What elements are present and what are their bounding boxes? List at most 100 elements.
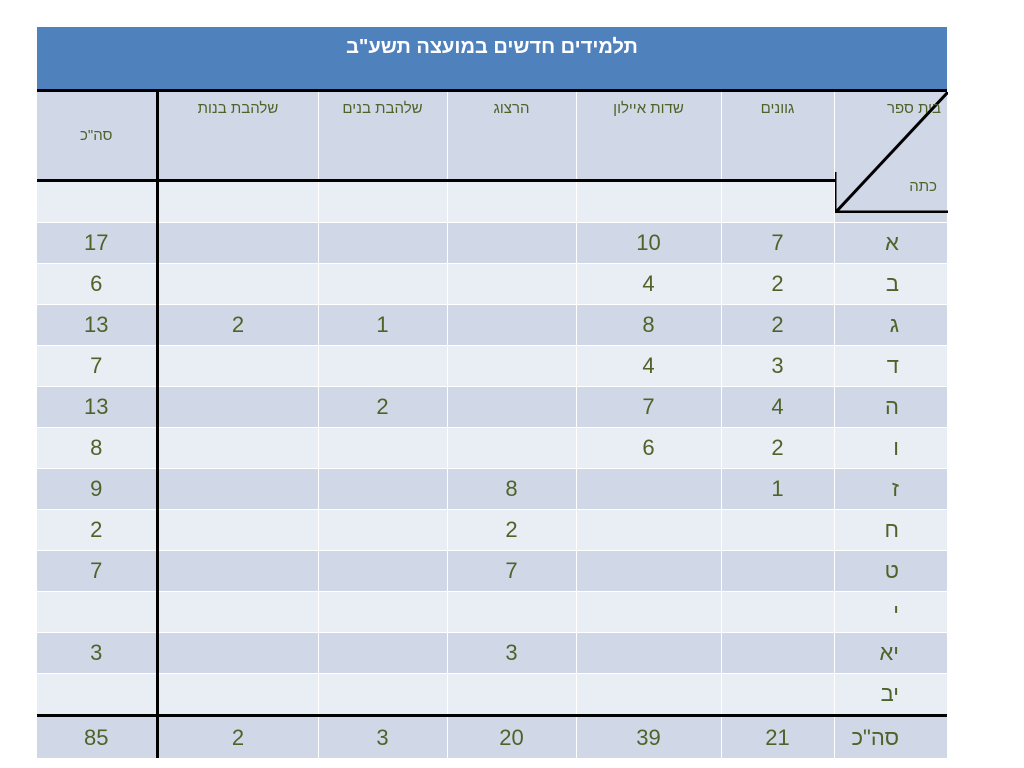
school-count-cell: 2 [446,509,576,551]
school-count-cell [446,427,576,469]
school-count-cell [156,591,318,633]
table-row: 7 7 ט [37,550,947,592]
school-count-cell [317,550,447,592]
blank-cell [156,180,318,223]
school-count-cell [720,632,834,674]
school-count-cell: 1 [317,304,447,346]
school-count-cell [156,345,318,387]
school-count-cell: 2 [720,263,834,305]
school-count-cell [317,427,447,469]
header-school-1: שלהבת בנות [156,90,318,181]
grade-cell: ח [833,509,947,551]
corner-grade-label: כתה [909,178,937,195]
school-count-cell: 3 [720,345,834,387]
school-count-cell [156,550,318,592]
school-count-cell: 4 [720,386,834,428]
school-total-cell: 20 [446,714,576,758]
school-count-cell [720,550,834,592]
school-count-cell [156,673,318,716]
row-total-cell: 17 [37,222,159,264]
school-count-cell [575,591,721,633]
school-count-cell [317,591,447,633]
school-count-cell: 10 [575,222,721,264]
school-count-cell [446,304,576,346]
school-count-cell [575,509,721,551]
grade-cell: יא [833,632,947,674]
school-total-cell: 2 [156,714,318,758]
school-count-cell [575,632,721,674]
school-count-cell: 4 [575,263,721,305]
school-count-cell [446,222,576,264]
school-count-cell [317,468,447,510]
header-total: סה"כ [37,90,159,181]
row-total-cell: 6 [37,263,159,305]
row-total-cell: 8 [37,427,159,469]
row-total-cell [37,673,159,716]
header-school-4: שדות איילון [575,90,721,181]
summary-row: 85 2 3 20 39 21 סה"כ [37,714,947,758]
school-count-cell: 7 [446,550,576,592]
row-total-cell: 7 [37,550,159,592]
grade-cell: ב [833,263,947,305]
table-row: 13 2 1 8 2 ג [37,304,947,346]
row-total-cell: 7 [37,345,159,387]
school-count-cell [317,345,447,387]
school-count-cell: 2 [720,427,834,469]
school-count-cell: 6 [575,427,721,469]
school-count-cell [156,509,318,551]
summary-label: סה"כ [833,714,947,758]
school-count-cell [156,468,318,510]
school-count-cell [446,263,576,305]
corner-header-cell: בית ספר כתה [833,90,948,223]
school-count-cell [317,673,447,716]
blank-cell [37,180,159,223]
blank-cell [317,180,447,223]
grade-cell: ט [833,550,947,592]
row-total-cell: 3 [37,632,159,674]
grade-cell: ו [833,427,947,469]
school-count-cell [317,263,447,305]
school-count-cell [156,632,318,674]
grade-cell: ה [833,386,947,428]
school-count-cell: 3 [446,632,576,674]
school-count-cell: 2 [720,304,834,346]
students-table-container: תלמידים חדשים במועצה תשע"ב סה"כ שלהבת בנ… [37,27,948,758]
grade-cell: י [833,591,947,633]
school-count-cell: 4 [575,345,721,387]
school-count-cell: 2 [156,304,318,346]
table-row: 2 2 ח [37,509,947,551]
table-title: תלמידים חדשים במועצה תשע"ב [37,27,947,89]
header-row: סה"כ שלהבת בנות שלהבת בנים הרצוג שדות אי… [37,90,948,223]
school-count-cell [156,427,318,469]
grade-cell: א [833,222,947,264]
students-table: סה"כ שלהבת בנות שלהבת בנים הרצוג שדות אי… [37,89,948,758]
school-count-cell: 7 [720,222,834,264]
grand-total-cell: 85 [37,714,159,758]
school-count-cell [446,591,576,633]
corner-diagonal [834,92,948,213]
grade-cell: ד [833,345,947,387]
school-count-cell: 7 [575,386,721,428]
school-count-cell [156,222,318,264]
table-row: יב [37,673,947,716]
grade-cell: ז [833,468,947,510]
school-count-cell [575,468,721,510]
header-school-3: הרצוג [446,90,576,181]
school-count-cell [317,509,447,551]
table-row: י [37,591,947,633]
school-count-cell [317,632,447,674]
row-total-cell: 13 [37,304,159,346]
school-count-cell [156,263,318,305]
corner-school-label: בית ספר [887,100,941,117]
school-count-cell [575,673,721,716]
school-count-cell: 8 [575,304,721,346]
header-school-2: שלהבת בנים [317,90,447,181]
school-count-cell [446,673,576,716]
blank-cell [575,180,721,223]
row-total-cell [37,591,159,633]
school-count-cell: 8 [446,468,576,510]
row-total-cell: 9 [37,468,159,510]
